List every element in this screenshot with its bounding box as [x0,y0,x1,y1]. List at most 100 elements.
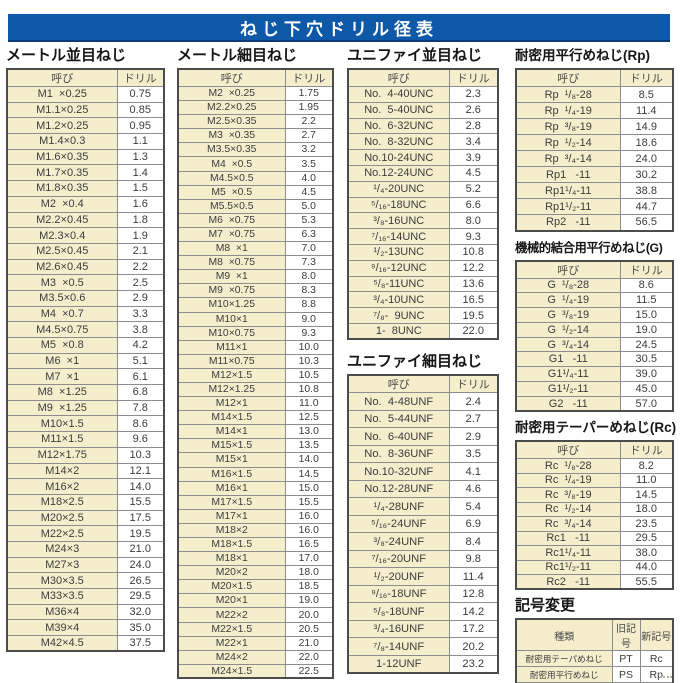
drill-diameter-cell: 8.5 [619,86,674,103]
thread-designation-cell: M7 ×0.75 [177,226,286,243]
thread-designation-cell: M42×4.5 [6,635,118,652]
thread-designation-cell: M4.5×0.5 [177,170,286,186]
table-row: ⁵/₈-11UNC 13.6 [347,275,499,293]
table-row: ³/₈-24UNF 8.4 [347,532,499,551]
drill-diameter-cell: 17.0 [284,551,334,567]
drill-diameter-cell: 7.0 [284,241,334,257]
thread-designation-cell: M2.5×0.45 [6,242,118,260]
table-row: M24×1.5 22.5 [177,663,334,679]
table-row: M8 ×1.25 6.8 [6,384,165,401]
table-row: M2.6×0.45 2.2 [6,258,165,276]
table-row: M22×1.5 20.5 [177,621,334,637]
thread-designation-cell: M33×3.5 [6,588,118,605]
drill-diameter-cell: 10.3 [284,353,334,369]
table-row: No. 4-40UNC 2.3 [347,86,499,103]
table-row: M5 ×0.8 4.2 [6,337,165,354]
drill-diameter-cell: 0.85 [116,101,165,119]
drill-column-header: ドリル [448,374,499,394]
drill-diameter-cell: 10.0 [284,339,334,355]
table-row: No. 4-48UNF 2.4 [347,392,499,411]
thread-designation-cell: M10×1.25 [177,297,286,313]
table-row: Rp1¹/₄-11 38.8 [515,182,674,199]
table-row: M12×1.75 10.3 [6,446,165,464]
thread-designation-cell: M1.4×0.3 [6,133,118,150]
thread-designation-cell: M18×1.5 [177,536,286,553]
drill-diameter-cell: 19.5 [448,307,499,324]
table-row: M2.2×0.45 1.8 [6,211,165,229]
drill-diameter-cell: 29.5 [116,588,165,605]
thread-designation-cell: M11×0.75 [177,353,286,369]
drill-diameter-cell: 2.6 [448,101,499,119]
drill-diameter-cell: 9.6 [116,431,165,448]
drill-diameter-cell: 29.5 [619,530,674,547]
thread-designation-cell: M20×2.5 [6,509,118,527]
table-row: No.12-24UNC 4.5 [347,164,499,182]
thread-designation-cell: ⁹/₁₆-12UNC [347,259,450,277]
table-row: M17×1.5 15.5 [177,494,334,510]
drill-diameter-cell: 14.5 [619,487,674,503]
drill-diameter-cell: 10.5 [284,367,334,383]
drill-diameter-cell: 8.6 [116,415,165,433]
section-title-metric-coarse: メートル並目ねじ [6,47,127,64]
table-row: M18×1.5 16.5 [177,536,334,553]
table-row: M18×1 17.0 [177,551,334,567]
table-row: M2 ×0.4 1.6 [6,195,165,213]
column-pipe-threads: 耐密用平行めねじ(Rp) 呼び ドリル Rp ¹/₈-28 8.5 Rp ¹/₄… [515,46,676,683]
thread-designation-cell: M20×1.5 [177,579,286,595]
table-row: M14×1.5 12.5 [177,410,334,426]
thread-designation-cell: M3 ×0.5 [6,274,118,291]
thread-designation-cell: G1 -11 [515,351,621,368]
thread-designation-cell: M14×1.5 [177,410,286,426]
table-row: Rc1 -11 29.5 [515,530,674,547]
table-row: G ¹/₈-28 8.6 [515,277,674,294]
drill-diameter-cell: 14.0 [116,478,165,495]
drill-diameter-cell: 9.3 [284,325,334,341]
table-row: M5 ×0.5 4.5 [177,184,334,200]
name-column-header: 呼び [347,68,450,87]
drill-diameter-cell: 16.0 [284,508,334,524]
drill-diameter-cell: 5.4 [448,497,499,516]
drill-diameter-cell: 10.8 [284,381,334,398]
thread-designation-cell: Rp ¹/₈-28 [515,86,621,103]
table-row: M2 ×0.25 1.75 [177,85,334,102]
table-row: Rc ¹/₄-19 11.0 [515,472,674,489]
table-row: M4 ×0.7 3.3 [6,305,165,323]
table-row: ⁷/₁₆-20UNF 9.8 [347,549,499,569]
table-row: Rp ¹/₈-28 8.5 [515,86,674,103]
new-symbol-cell: Rp [639,666,674,683]
drill-diameter-cell: 2.4 [448,392,499,411]
thread-designation-cell: M15×1 [177,452,286,468]
metric-fine-table: 呼び ドリル M2 ×0.25 1.75 M2.2×0.25 1.95 M2.5… [177,68,334,680]
thread-designation-cell: ⁷/₁₆-20UNF [347,549,450,569]
thread-designation-cell: ³/₄-10UNC [347,291,450,309]
table-row: 1- 8UNC 22.0 [347,322,499,340]
column-metric-coarse: メートル並目ねじ 呼び ドリル M1 ×0.25 0.75 M1.1×0.25 … [6,46,165,653]
symbol-change-row: 耐密用テーパめねじ PT Rc [515,650,674,668]
thread-designation-cell: M12×1 [177,396,286,412]
thread-designation-cell: M39×4 [6,619,118,637]
drill-diameter-cell: 1.95 [284,100,334,116]
drill-diameter-cell: 30.2 [619,166,674,183]
table-row: M6 ×0.75 5.3 [177,212,334,228]
drill-diameter-cell: 57.0 [619,395,674,412]
thread-designation-cell: M8 ×1.25 [6,384,118,401]
drill-diameter-cell: 20.2 [448,637,499,656]
table-row: Rp ¹/₂-14 18.6 [515,134,674,151]
thread-designation-cell: M14×2 [6,462,118,480]
thread-designation-cell: ⁷/₁₆-14UNC [347,228,450,245]
table-row: M33×3.5 29.5 [6,588,165,605]
drill-diameter-cell: 15.0 [284,480,334,496]
table-row: M20×2 18.0 [177,565,334,581]
table-row: ⁷/₈- 9UNC 19.5 [347,307,499,324]
drill-diameter-cell: 1.9 [116,227,165,244]
thread-designation-cell: Rc2 -11 [515,574,621,590]
table-row: M17×1 16.0 [177,508,334,524]
thread-designation-cell: M24×3 [6,540,118,558]
drill-diameter-cell: 3.8 [116,321,165,338]
thread-designation-cell: M11×1 [177,339,286,355]
drill-diameter-cell: 26.5 [116,572,165,589]
table-row: M24×3 21.0 [6,540,165,558]
drill-diameter-cell: 3.3 [116,305,165,323]
table-row: M15×1 14.0 [177,452,334,468]
thread-designation-cell: ¹/₄-28UNF [347,497,450,516]
